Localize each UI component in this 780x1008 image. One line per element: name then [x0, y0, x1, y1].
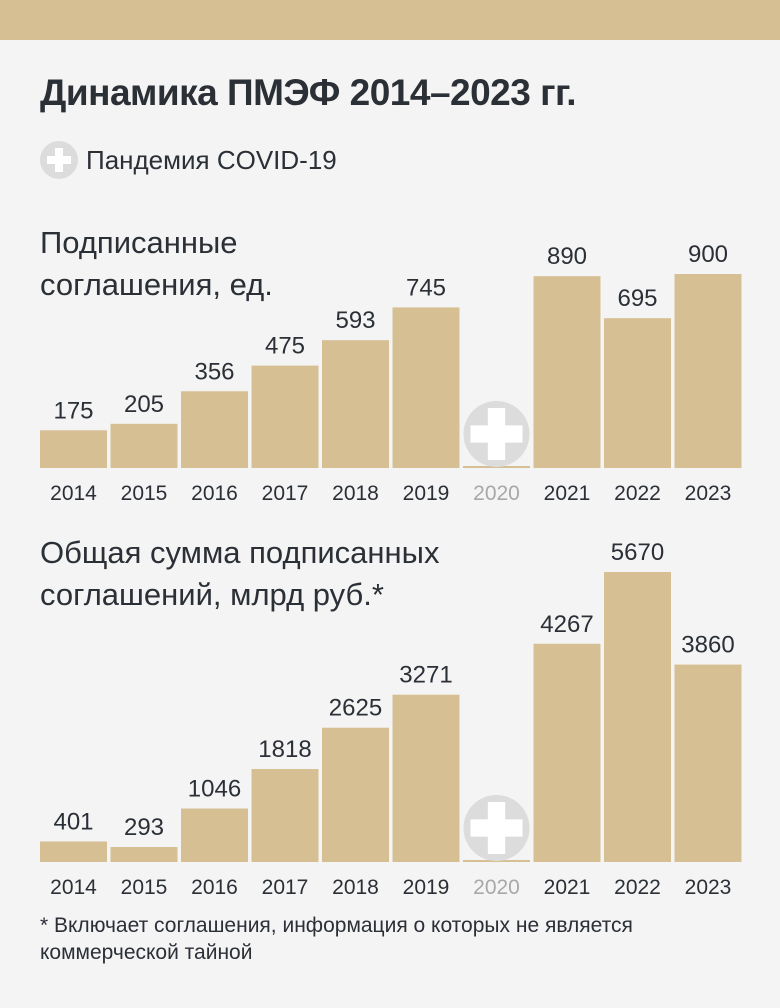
chart1-value-label-2017: 1818	[258, 736, 311, 763]
chart1-bar-2022	[604, 572, 671, 862]
chart1-tick-label-2016: 2016	[191, 876, 238, 899]
chart1-tick-label-2022: 2022	[614, 876, 661, 899]
chart1-title-line-2: соглашения, ед.	[40, 267, 273, 302]
chart1-tick-label-2014: 2014	[50, 876, 97, 899]
chart0-value-label-2018: 593	[335, 307, 375, 334]
chart0-value-label-2014: 175	[53, 397, 93, 424]
chart2-title: Общая сумма подписанных соглашений, млрд…	[40, 532, 439, 616]
chart0-value-label-2017: 475	[265, 333, 305, 360]
agreements-sum-chart: 401 2014 293 2015 1046 2016 1818 2017 2625 2018 32…	[40, 539, 742, 899]
chart1-tick-label-2023: 2023	[685, 876, 732, 899]
chart0-bar-2018	[322, 340, 389, 468]
chart1-value-label-2015: 293	[124, 814, 164, 841]
page-title: Динамика ПМЭФ 2014–2023 гг.	[40, 72, 577, 113]
chart0-tick-label-2016: 2016	[191, 482, 238, 505]
chart1-title-line-1: Подписанные	[40, 225, 238, 260]
chart1-bar-2017	[251, 769, 319, 862]
chart1-tick-label-2020: 2020	[473, 876, 520, 899]
chart0-tick-label-2020: 2020	[473, 482, 520, 505]
chart1-tick-label-2021: 2021	[544, 876, 591, 899]
chart1-value-label-2019: 3271	[399, 662, 452, 689]
legend-label: Пандемия COVID-19	[86, 144, 337, 175]
chart1-bar-2014	[40, 841, 107, 862]
chart1-bar-2018	[322, 727, 389, 862]
chart0-value-label-2022: 695	[617, 285, 657, 312]
chart1-value-label-2016: 1046	[188, 776, 241, 803]
chart0-bar-2016	[181, 391, 248, 468]
chart1-value-label-2018: 2625	[329, 695, 382, 722]
chart1-bar-2019	[392, 694, 460, 862]
legend: Пандемия COVID-19	[40, 140, 337, 180]
chart0-bar-2017	[251, 365, 319, 468]
top-accent-bar	[0, 0, 780, 40]
chart1-bar-2015	[110, 847, 178, 862]
chart2-title-line-1: Общая сумма подписанных	[40, 535, 440, 570]
chart1-bar-2021	[533, 643, 601, 862]
footnote: * Включает соглашения, информация о кото…	[40, 914, 633, 964]
chart2-title-line-2: соглашений, млрд руб.*	[40, 577, 384, 612]
chart0-bar-2019	[392, 307, 460, 468]
chart1-tick-label-2018: 2018	[332, 876, 379, 899]
chart0-tick-label-2022: 2022	[614, 482, 661, 505]
chart0-covid-icon	[463, 401, 530, 467]
chart0-bar-2021	[533, 276, 601, 468]
chart1-title: Подписанные соглашения, ед.	[40, 222, 273, 306]
chart1-covid-icon	[463, 795, 530, 861]
chart0-tick-label-2015: 2015	[121, 482, 168, 505]
chart1-tick-label-2019: 2019	[403, 876, 450, 899]
chart1-tick-label-2015: 2015	[121, 876, 168, 899]
chart0-tick-label-2014: 2014	[50, 482, 97, 505]
chart1-value-label-2014: 401	[53, 808, 93, 835]
chart0-tick-label-2021: 2021	[544, 482, 591, 505]
chart0-tick-label-2018: 2018	[332, 482, 379, 505]
chart0-bar-2015	[110, 423, 178, 468]
chart1-bar-2023	[674, 664, 742, 862]
chart1-value-label-2022: 5670	[611, 539, 664, 566]
chart0-value-label-2015: 205	[124, 391, 164, 418]
signed-agreements-chart: 175 2014 205 2015 356 2016 475 2017 593 2018 745 20…	[40, 241, 742, 505]
chart0-value-label-2016: 356	[194, 358, 234, 385]
chart0-value-label-2021: 890	[547, 243, 587, 270]
chart0-value-label-2019: 745	[406, 274, 446, 301]
chart0-tick-label-2017: 2017	[262, 482, 309, 505]
chart1-bar-2016	[181, 808, 248, 862]
medical-cross-icon	[40, 141, 78, 179]
chart1-value-label-2023: 3860	[681, 632, 734, 659]
chart0-bar-2014	[40, 430, 107, 468]
chart0-bar-2022	[604, 318, 671, 468]
chart0-bar-2023	[674, 274, 742, 468]
chart1-value-label-2021: 4267	[540, 611, 593, 638]
chart0-tick-label-2019: 2019	[403, 482, 450, 505]
chart1-tick-label-2017: 2017	[262, 876, 309, 899]
chart0-value-label-2023: 900	[688, 241, 728, 268]
chart0-tick-label-2023: 2023	[685, 482, 732, 505]
